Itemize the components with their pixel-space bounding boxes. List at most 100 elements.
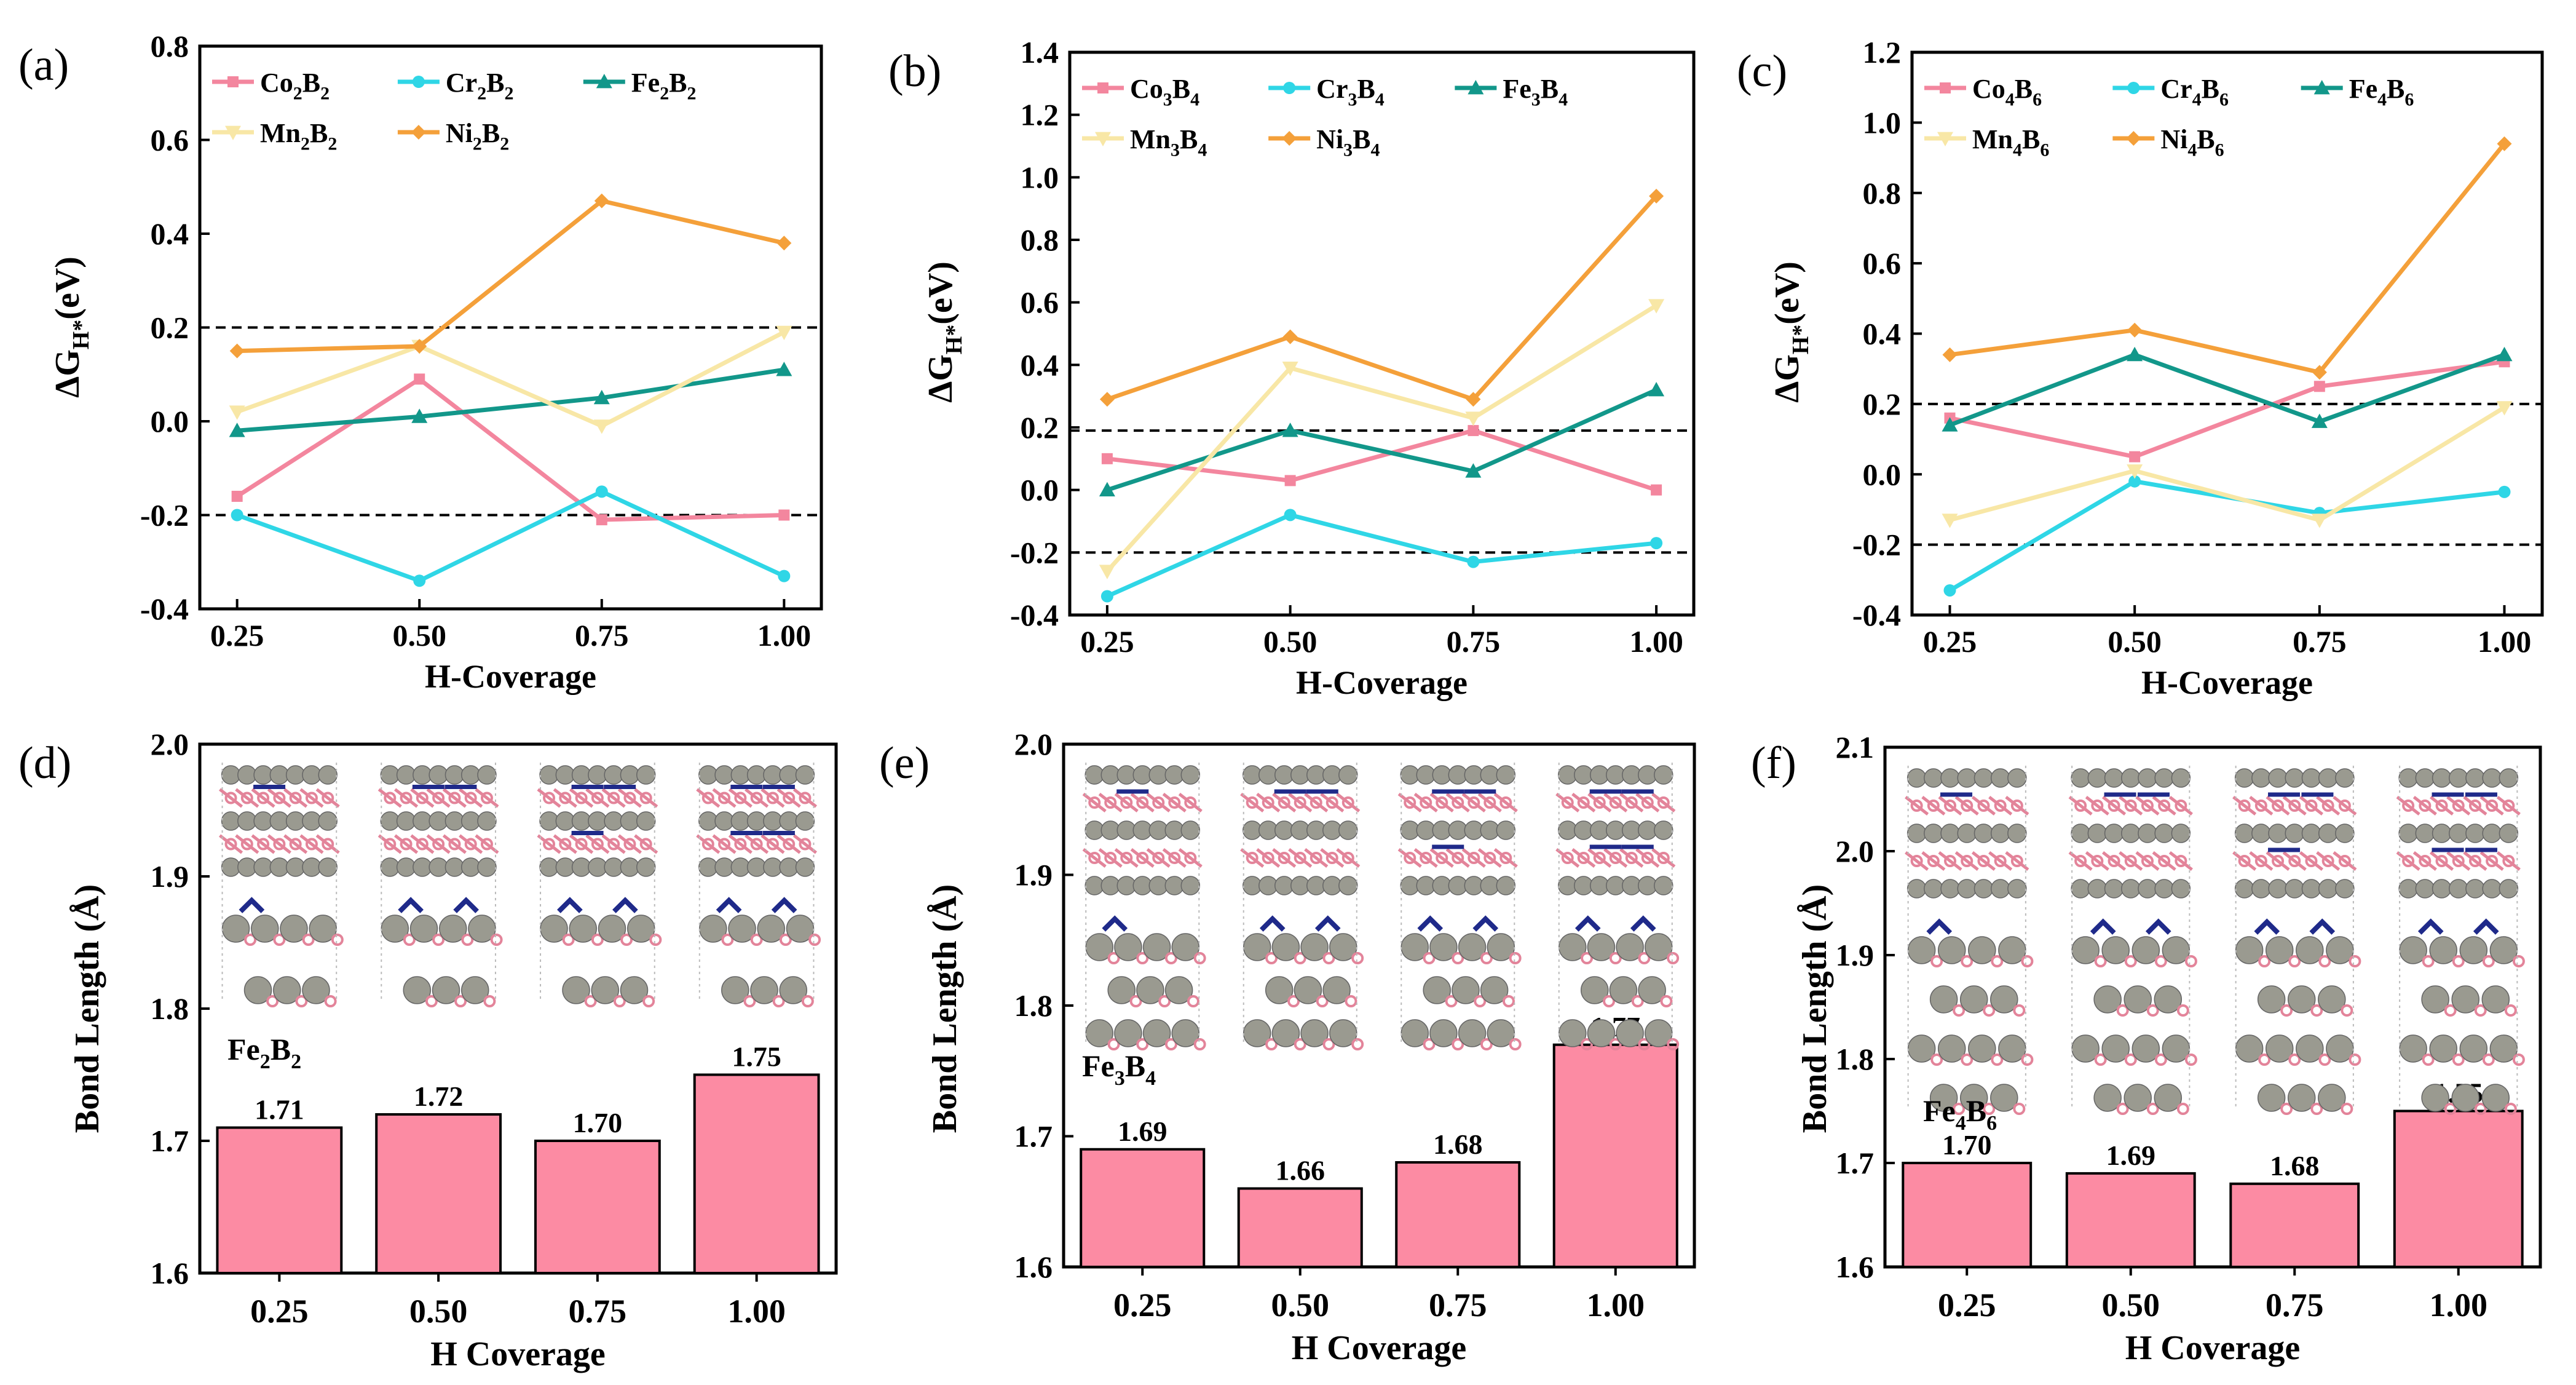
atom-gray	[2301, 879, 2321, 899]
bond-line	[2282, 796, 2307, 816]
y-axis-label: Bond Length (Å)	[1796, 884, 1834, 1133]
panel-letter: (e)	[879, 738, 930, 788]
atom-gray	[779, 976, 807, 1004]
data-point	[227, 76, 239, 87]
atom-gray	[438, 915, 467, 943]
bond-line	[2430, 796, 2454, 816]
atom-pink	[295, 995, 308, 1007]
atom-gray	[2285, 768, 2304, 788]
series-line-cr	[236, 489, 785, 584]
adsorbate-side	[1630, 915, 1656, 932]
data-point	[1648, 382, 1665, 397]
atom-pink	[480, 838, 493, 851]
y-tick-label: 1.2	[1863, 35, 1902, 69]
atom-pink	[384, 838, 397, 851]
atom-gray	[2124, 985, 2152, 1014]
atom-pink	[2021, 1054, 2034, 1066]
atom-pink	[2288, 955, 2301, 967]
bond-line	[1130, 848, 1155, 868]
atom-gray	[539, 765, 559, 785]
bond-line	[475, 788, 499, 808]
data-point	[1465, 411, 1482, 426]
atom-gray	[714, 765, 734, 785]
y-tick-label: 1.7	[1014, 1119, 1053, 1154]
atom-pink	[464, 792, 477, 804]
atom-gray	[1616, 933, 1644, 961]
atom-gray	[2451, 985, 2479, 1014]
y-tick-label: 1.7	[151, 1124, 189, 1158]
atom-pink	[1577, 796, 1590, 809]
atom-pink	[1660, 995, 1673, 1007]
data-point	[229, 405, 245, 420]
atom-pink	[2321, 800, 2334, 812]
legend-entry-mn: Mn2B2	[212, 118, 337, 154]
atom-gray	[2171, 768, 2191, 788]
atom-gray	[2415, 823, 2435, 843]
atom-gray	[1338, 876, 1358, 895]
bar	[1395, 1161, 1521, 1268]
atom-gray	[2265, 936, 2294, 964]
bond-line	[1429, 793, 1454, 812]
bond-line	[2068, 851, 2093, 871]
bond-line	[1397, 848, 1422, 868]
x-tick-label: 0.25	[1080, 624, 1134, 659]
bond-line	[585, 834, 610, 854]
bond-line	[617, 834, 642, 854]
atom-gray	[2087, 879, 2108, 899]
data-point	[593, 389, 610, 405]
adsorbate-side	[1102, 915, 1128, 932]
atom-gray	[1300, 933, 1329, 961]
atom-gray	[380, 857, 400, 877]
bond-line	[776, 788, 801, 808]
atom-gray	[285, 857, 306, 877]
data-point	[778, 509, 790, 521]
atom-gray	[2296, 1034, 2324, 1063]
structure-image	[2068, 766, 2197, 1115]
data-point	[2128, 475, 2141, 488]
y-tick-label: 1.0	[1863, 105, 1902, 140]
data-point	[595, 485, 608, 498]
atom-gray	[2398, 768, 2418, 788]
atom-gray	[2104, 768, 2124, 788]
atom-gray	[1990, 879, 2010, 899]
atom-pink	[2341, 1004, 2353, 1017]
atom-pink	[273, 792, 286, 804]
atom-gray	[2432, 879, 2452, 899]
y-tick-label: 0.4	[1863, 317, 1902, 351]
data-point	[776, 362, 792, 376]
bond-line	[1429, 848, 1454, 868]
bond-line	[601, 834, 626, 854]
structure-image	[377, 763, 503, 1007]
bond-line	[2496, 851, 2521, 871]
atom-pink	[1609, 796, 1622, 809]
atom-gray	[2234, 879, 2254, 899]
atom-pink	[808, 934, 821, 946]
bar	[2229, 1182, 2360, 1269]
adsorbate-side	[398, 897, 424, 913]
atom-gray	[429, 811, 448, 831]
y-tick-label: 0.0	[1863, 457, 1902, 491]
bond-line	[2316, 796, 2341, 816]
atom-gray	[2007, 768, 2027, 788]
atom-pink	[1345, 995, 1357, 1007]
atom-gray	[2071, 768, 2090, 788]
data-point	[596, 74, 612, 89]
atom-pink	[2310, 1103, 2323, 1115]
atom-gray	[779, 811, 799, 831]
atom-pink	[2452, 855, 2465, 867]
y-tick-label: 1.6	[151, 1256, 189, 1290]
atom-pink	[623, 792, 636, 804]
atom-pink	[2310, 1004, 2323, 1017]
atom-pink	[783, 838, 796, 851]
bond-line	[776, 834, 801, 854]
atom-pink	[2254, 800, 2267, 812]
atom-pink	[2482, 955, 2495, 967]
bond-line	[1146, 793, 1171, 812]
atom-gray	[555, 765, 575, 785]
atom-gray	[285, 811, 306, 831]
atom-pink	[1910, 800, 1923, 812]
atom-pink	[1294, 952, 1306, 964]
bond-line	[792, 788, 817, 808]
atom-pink	[1484, 796, 1496, 809]
